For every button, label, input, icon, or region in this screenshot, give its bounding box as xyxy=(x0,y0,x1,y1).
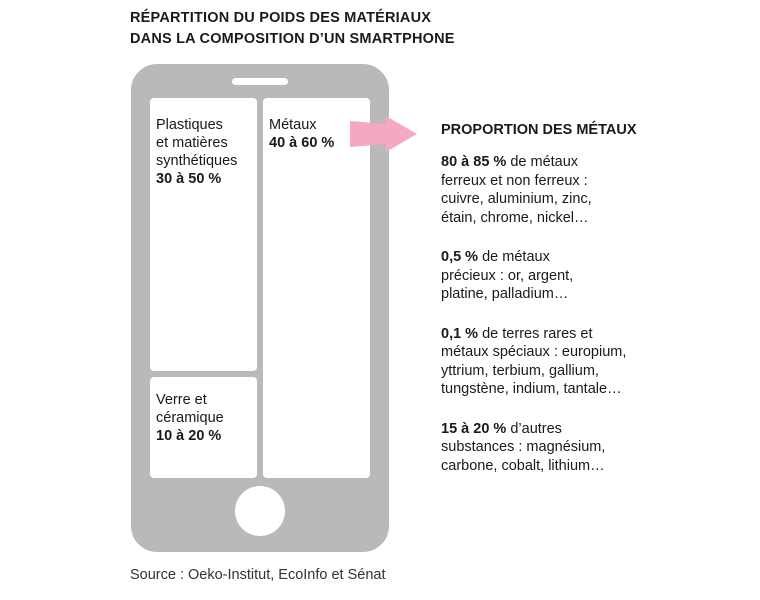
item-text: de métaux ferreux et non ferreux : cuivr… xyxy=(441,154,592,226)
plastics-label: Plastiques et matières synthétiques xyxy=(156,117,238,169)
figure-title-line-2: DANS LA COMPOSITION D’UN SMARTPHONE xyxy=(130,31,455,47)
figure-title: RÉPARTITION DU POIDS DES MATÉRIAUX DANS … xyxy=(130,8,455,50)
glass-label: Verre et céramique xyxy=(156,392,224,426)
item-value: 15 à 20 % xyxy=(441,420,507,437)
smartphone-illustration: Plastiques et matières synthétiques 30 à… xyxy=(131,64,389,552)
source-note: Source : Oeko-Institut, EcoInfo et Sénat xyxy=(130,567,386,583)
phone-speaker xyxy=(232,78,288,85)
item-text: d’autres substances : magnésium, carbone… xyxy=(441,420,606,474)
metals-breakdown: PROPORTION DES MÉTAUX 80 à 85 % de métau… xyxy=(441,120,760,475)
metals-breakdown-item: 0,5 % de métaux précieux : or, argent, p… xyxy=(441,248,760,304)
arrow-shape xyxy=(350,116,417,152)
glass-panel: Verre et céramique 10 à 20 % xyxy=(150,377,257,478)
plastics-value: 30 à 50 % xyxy=(156,171,222,187)
item-value: 0,5 % xyxy=(441,249,479,265)
arrow-right-icon xyxy=(350,116,417,152)
plastics-panel: Plastiques et matières synthétiques 30 à… xyxy=(150,98,257,371)
metals-breakdown-heading: PROPORTION DES MÉTAUX xyxy=(441,122,637,138)
metals-breakdown-item: 0,1 % de terres rares et métaux spéciaux… xyxy=(441,325,760,399)
figure-title-line-1: RÉPARTITION DU POIDS DES MATÉRIAUX xyxy=(130,10,432,26)
metals-breakdown-item: 15 à 20 % d’autres substances : magnésiu… xyxy=(441,420,760,476)
metals-panel: Métaux 40 à 60 % xyxy=(263,98,370,478)
metals-breakdown-item: 80 à 85 % de métaux ferreux et non ferre… xyxy=(441,153,760,227)
item-value: 80 à 85 % xyxy=(441,154,507,170)
metals-value: 40 à 60 % xyxy=(269,135,335,151)
glass-value: 10 à 20 % xyxy=(156,428,222,444)
phone-home-button xyxy=(235,486,285,536)
item-text: de terres rares et métaux spéciaux : eur… xyxy=(441,325,627,398)
metals-label: Métaux xyxy=(269,117,317,133)
item-value: 0,1 % xyxy=(441,325,479,342)
item-text: de métaux précieux : or, argent, platine… xyxy=(441,249,574,302)
